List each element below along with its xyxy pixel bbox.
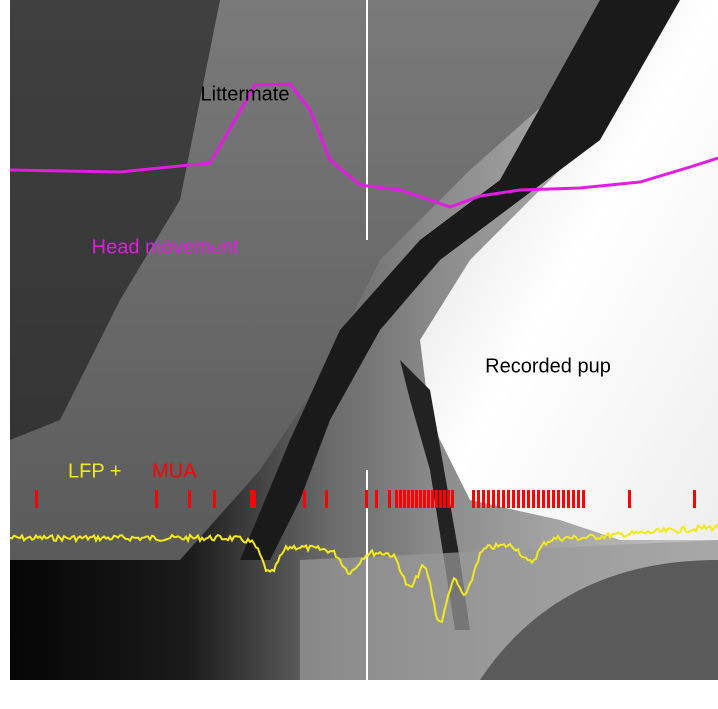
spike xyxy=(407,490,410,508)
spike xyxy=(375,490,378,508)
spike xyxy=(572,490,575,508)
spike xyxy=(395,490,398,508)
spike xyxy=(35,490,38,508)
spike xyxy=(567,490,570,508)
recorded-pup-label: Recorded pup xyxy=(485,355,611,377)
spike xyxy=(250,490,253,508)
spike xyxy=(507,490,510,508)
spike xyxy=(439,490,442,508)
spike xyxy=(562,490,565,508)
head-movement-label: Head movement xyxy=(92,236,239,258)
spike xyxy=(415,490,418,508)
spike xyxy=(155,490,158,508)
spike xyxy=(693,490,696,508)
spike xyxy=(547,490,550,508)
spike xyxy=(431,490,434,508)
spike xyxy=(477,490,480,508)
spike xyxy=(451,490,454,508)
spike xyxy=(537,490,540,508)
spike xyxy=(447,490,450,508)
spike xyxy=(443,490,446,508)
spike xyxy=(399,490,402,508)
spike xyxy=(388,490,391,508)
spike xyxy=(497,490,500,508)
spike xyxy=(552,490,555,508)
spike xyxy=(628,490,631,508)
spike xyxy=(502,490,505,508)
scene xyxy=(10,0,718,680)
spike xyxy=(527,490,530,508)
spike xyxy=(403,490,406,508)
spike xyxy=(487,490,490,508)
spike xyxy=(419,490,422,508)
spike xyxy=(517,490,520,508)
spike xyxy=(435,490,438,508)
spike xyxy=(423,490,426,508)
spike xyxy=(411,490,414,508)
spike xyxy=(542,490,545,508)
spike xyxy=(213,490,216,508)
littermate-label: Littermate xyxy=(201,83,290,105)
spike xyxy=(303,490,306,508)
spike xyxy=(253,490,256,508)
mua-label: MUA xyxy=(152,460,197,482)
spike xyxy=(582,490,585,508)
spike xyxy=(325,490,328,508)
spike xyxy=(532,490,535,508)
video-frame: Littermate Head movement Recorded pup LF… xyxy=(0,0,718,709)
spike xyxy=(522,490,525,508)
spike xyxy=(427,490,430,508)
spike xyxy=(482,490,485,508)
spike xyxy=(512,490,515,508)
spike xyxy=(365,490,368,508)
spike xyxy=(188,490,191,508)
spike xyxy=(577,490,580,508)
spike xyxy=(492,490,495,508)
spike xyxy=(472,490,475,508)
page: Littermate Head movement Recorded pup LF… xyxy=(0,0,718,709)
lfp-label: LFP + xyxy=(68,460,122,482)
spike xyxy=(557,490,560,508)
